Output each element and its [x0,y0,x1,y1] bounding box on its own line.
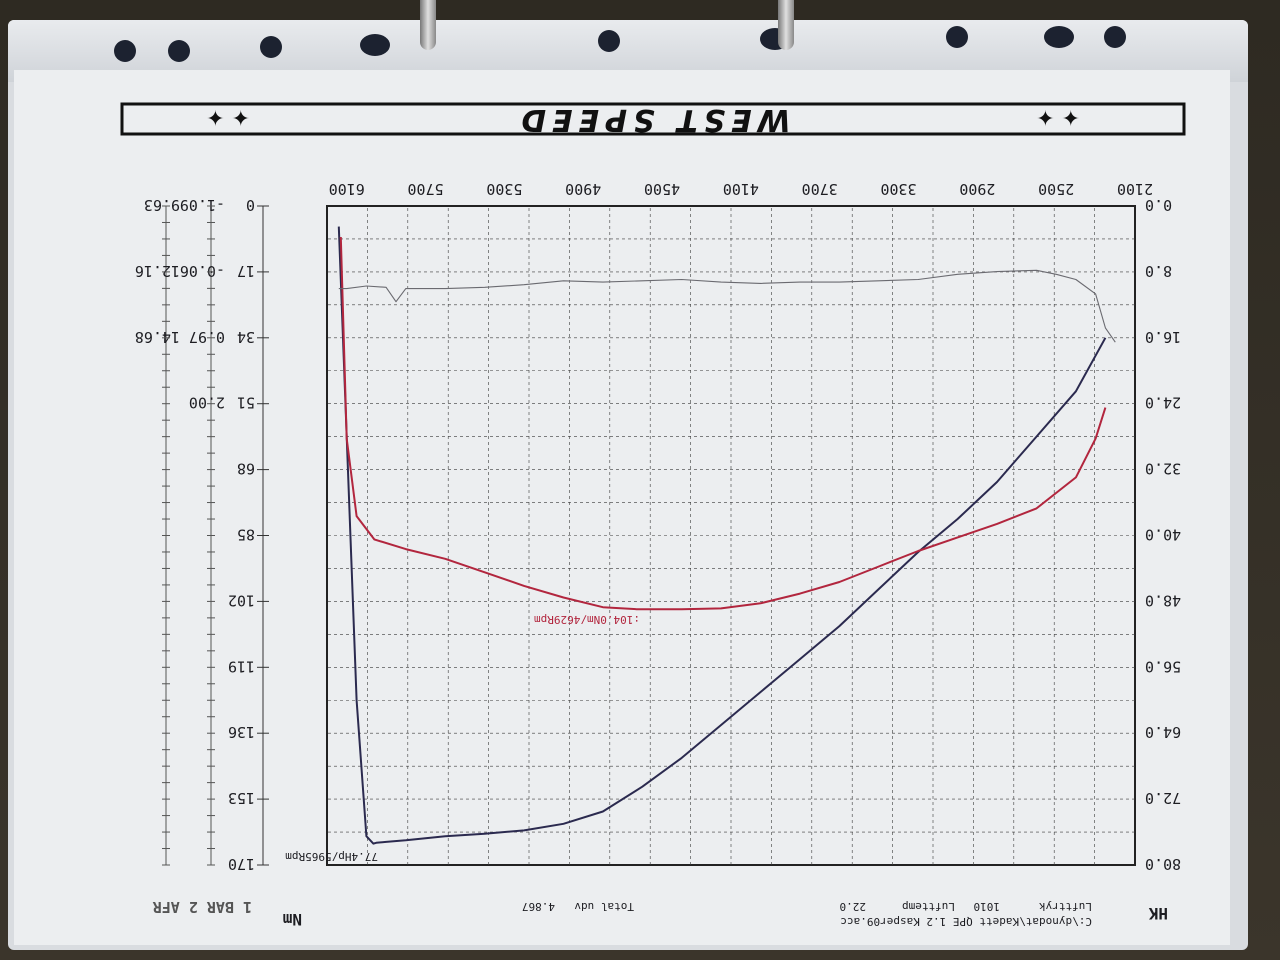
total-label: Total udv [574,900,634,913]
afr-tick-label: 9.63 [144,196,180,214]
lufttryk-value: 1010 [974,900,1001,913]
power-series-line [337,226,1107,845]
binder-ring [420,0,436,50]
hk-tick-label: 40.0 [1145,526,1181,544]
lufttryk-label: Lufttryk [1039,900,1092,913]
bar-ticks: -1.09 -0.06 0.97 2.00 [180,196,225,866]
hk-tick-label: 64.0 [1145,723,1181,741]
hk-tick-label: 16.0 [1145,328,1181,346]
x-ticks: 2100 2500 2900 3300 3700 4100 4500 4900 5300 5700… [329,180,1153,198]
bar-tick-label: -0.06 [180,262,225,280]
hk-tick-label: 0.0 [1145,196,1172,214]
afr-tick-label: 14.68 [135,328,180,346]
nm-tick-label: 153 [228,789,255,807]
x-tick-label: 3300 [880,180,916,198]
x-tick-label: 2900 [959,180,995,198]
punch-hole [360,34,390,56]
hk-tick-label: 72.0 [1145,789,1181,807]
brand-logo: WEST SPEED [515,102,791,137]
punch-hole [1104,26,1126,48]
binder-ring [778,0,794,50]
series-lines [337,226,1116,845]
nm-tick-label: 170 [228,855,255,873]
nm-tick-label: 17 [237,262,255,280]
x-tick-label: 4100 [723,180,759,198]
nm-tick-label: 119 [228,657,255,675]
nm-tick-label: 0 [246,196,255,214]
nm-axis-label: Nm [282,910,302,929]
x-tick-label: 2500 [1038,180,1074,198]
bar-afr-axis-label: 1 BAR 2 AFR [152,898,252,916]
hk-tick-label: 32.0 [1145,460,1181,478]
nm-tick-label: 51 [237,394,255,412]
punch-hole [598,30,620,52]
bar-tick-label: 0.97 [189,328,225,346]
footer-info: C:\dynodat\Kadett QPE 1.2 Kasper09.acc L… [522,900,1092,928]
x-tick-label: 3700 [802,180,838,198]
torque-series-line [339,236,1107,611]
total-value: 4.867 [522,900,555,913]
x-tick-label: 2100 [1117,180,1153,198]
hk-tick-label: 8.0 [1145,262,1172,280]
x-tick-label: 4900 [565,180,601,198]
punch-hole [168,40,190,62]
grid [327,206,1135,865]
punch-hole [260,36,282,58]
x-tick-label: 5300 [486,180,522,198]
lufttemp-label: Lufttemp [902,900,955,913]
power-peak-annotation: 77.4Hp/5965Rpm [285,850,378,863]
afr-series-line [338,269,1116,343]
hk-tick-label: 80.0 [1145,855,1181,873]
punch-hole [114,40,136,62]
hk-ticks: 0.0 8.0 16.0 24.0 32.0 40.0 48.0 56.0 64.0 72.0 80… [1145,196,1181,873]
punch-hole [946,26,968,48]
nm-tick-label: 102 [228,591,255,609]
hk-tick-label: 48.0 [1145,591,1181,609]
x-tick-label: 5700 [407,180,443,198]
star-ornament-icon: ✦ ✦ [1036,104,1080,129]
torque-peak-annotation: :104.0Nm/4629Rpm [534,613,640,626]
hk-tick-label: 56.0 [1145,657,1181,675]
brand-header: WEST SPEED ✦ ✦ ✦ ✦ [120,102,1186,137]
hk-axis-label: HK [1148,904,1168,923]
bar-tick-label: -1.09 [180,196,225,214]
x-tick-label: 6100 [329,180,365,198]
x-tick-label: 4500 [644,180,680,198]
nm-tick-label: 85 [237,526,255,544]
hk-tick-label: 24.0 [1145,394,1181,412]
nm-tick-label: 68 [237,460,255,478]
star-ornament-icon: ✦ ✦ [206,104,250,129]
file-path: C:\dynodat\Kadett QPE 1.2 Kasper09.acc [840,915,1092,928]
nm-ticks: 0 17 34 51 68 85 102 119 136 153 170 [228,196,269,873]
punch-hole [1044,26,1074,48]
afr-tick-label: 12.16 [135,262,180,280]
afr-ticks: 9.63 12.16 14.68 [135,196,180,866]
nm-tick-label: 136 [228,723,255,741]
bar-tick-label: 2.00 [189,394,225,412]
lufttemp-value: 22.0 [840,900,867,913]
nm-tick-label: 34 [237,328,255,346]
